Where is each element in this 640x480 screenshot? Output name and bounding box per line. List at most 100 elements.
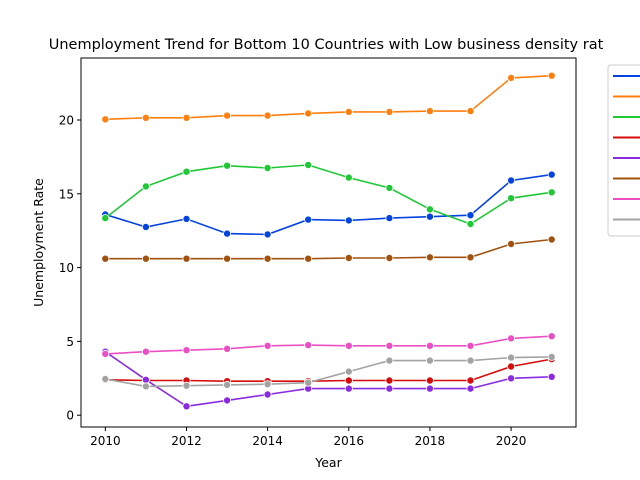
series-4-line — [105, 358, 552, 383]
series-5-point — [507, 374, 516, 383]
y-tick-label: 0 — [66, 409, 74, 423]
y-tick-label: 10 — [59, 261, 74, 275]
x-axis-ticks: 2010 2012 2014 2016 2018 2020 — [90, 427, 526, 448]
series-5-point — [385, 384, 394, 393]
series-1-point — [141, 222, 150, 231]
series-6-point — [141, 254, 150, 263]
series-3-point — [507, 194, 516, 203]
y-tick-label: 5 — [66, 335, 74, 349]
series-2-point — [385, 107, 394, 116]
series-7-point — [141, 347, 150, 356]
series-7-point — [101, 349, 110, 358]
series-4-point — [385, 376, 394, 385]
series-6-point — [385, 253, 394, 262]
series-8-line — [105, 356, 552, 388]
series-2-point — [547, 71, 556, 80]
series-1-point — [425, 212, 434, 221]
series-7-point — [425, 341, 434, 350]
series-7-point — [263, 341, 272, 350]
series-5-point — [223, 396, 232, 405]
series-8-point — [547, 352, 556, 361]
series-8-point — [344, 367, 353, 376]
series-1-point — [223, 229, 232, 238]
legend-box — [607, 64, 640, 237]
series-3-point — [141, 182, 150, 191]
series-3-point — [344, 173, 353, 182]
series-6 — [101, 235, 556, 263]
x-axis-label: Year — [314, 455, 342, 470]
x-tick-label: 2018 — [415, 434, 446, 448]
series-5-line — [104, 351, 552, 408]
series-1-point — [182, 214, 191, 223]
series-2-point — [304, 109, 313, 118]
y-axis-ticks: 0 5 10 15 20 — [59, 113, 81, 423]
series-6-point — [466, 253, 475, 262]
y-tick-label: 20 — [59, 113, 74, 127]
series-5-point — [141, 375, 150, 384]
series-3-point — [223, 161, 232, 170]
series-7 — [101, 332, 556, 358]
series-8-point — [223, 380, 232, 389]
series-1-line — [105, 173, 552, 236]
series-8-point — [182, 381, 191, 390]
series-6-point — [547, 235, 556, 244]
series-7-point — [547, 332, 556, 341]
series-2-point — [263, 111, 272, 120]
series-8-point — [263, 380, 272, 389]
series-2-line — [105, 74, 552, 121]
series-2-point — [466, 107, 475, 116]
series-2-point — [223, 111, 232, 120]
series-7-point — [385, 341, 394, 350]
series-4-point — [466, 376, 475, 385]
series-3-point — [101, 214, 110, 223]
chart-title: Unemployment Trend for Bottom 10 Countri… — [49, 37, 604, 53]
series-3-point — [385, 183, 394, 192]
series-5-point — [425, 384, 434, 393]
plot-area-frame — [80, 57, 577, 428]
series-8-point — [507, 353, 516, 362]
series-3 — [101, 160, 556, 228]
series-1 — [101, 170, 556, 239]
series-6-point — [263, 254, 272, 263]
series-7-point — [466, 341, 475, 350]
series-4-point — [507, 362, 516, 371]
series-3-line — [104, 164, 552, 225]
series-4-point — [344, 376, 353, 385]
series-1-point — [466, 211, 475, 220]
series-6-point — [344, 253, 353, 262]
series-1-point — [507, 176, 516, 185]
series-8-point — [385, 356, 394, 365]
series-1-point — [547, 170, 556, 179]
series-8-point — [466, 356, 475, 365]
series-1-point — [304, 215, 313, 224]
x-tick-label: 2020 — [496, 434, 527, 448]
series-7-point — [182, 346, 191, 355]
series-6-point — [223, 254, 232, 263]
series-7-line — [105, 335, 552, 355]
series-2-point — [425, 107, 434, 116]
series-5-point — [182, 402, 191, 411]
series-5-point — [344, 384, 353, 393]
series-6-point — [182, 254, 191, 263]
series-3-point — [466, 219, 475, 228]
series-8-point — [425, 356, 434, 365]
plot-marks — [101, 71, 556, 411]
series-7-point — [223, 344, 232, 353]
series-8-point — [101, 374, 110, 383]
series-6-point — [425, 253, 434, 262]
series-7-point — [344, 341, 353, 350]
series-2-point — [182, 113, 191, 122]
series-3-point — [304, 160, 313, 169]
series-1-point — [263, 230, 272, 239]
series-6-point — [507, 239, 516, 248]
series-6-point — [304, 254, 313, 263]
series-2-point — [507, 73, 516, 82]
series-5-point — [263, 390, 272, 399]
series-4-point — [425, 376, 434, 385]
series-6-line — [105, 238, 552, 260]
x-tick-label: 2016 — [334, 434, 365, 448]
series-2-point — [344, 107, 353, 116]
series-5-point — [547, 372, 556, 381]
series-2 — [101, 71, 556, 124]
